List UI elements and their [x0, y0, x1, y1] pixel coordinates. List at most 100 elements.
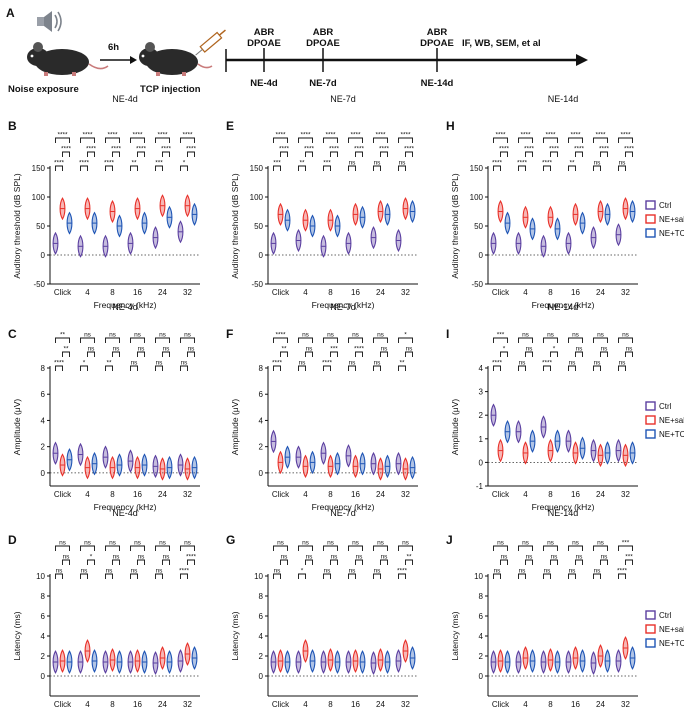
significance-bracket [355, 351, 363, 357]
significance-label: **** [354, 346, 365, 353]
significance-bracket [398, 365, 406, 371]
panel-title: NE-7d [330, 302, 356, 312]
significance-bracket [130, 165, 138, 171]
significance-bracket [180, 545, 195, 551]
y-tick-label: 6 [259, 390, 264, 399]
significance-bracket [105, 137, 120, 143]
significance-label: *** [497, 332, 505, 339]
significance-bracket [348, 365, 356, 371]
x-tick-label: 8 [328, 490, 333, 499]
significance-label: ns [163, 346, 171, 353]
significance-bracket [87, 351, 95, 357]
significance-bracket [398, 137, 413, 143]
y-tick-label: 0 [41, 672, 46, 681]
significance-label: * [183, 160, 186, 167]
significance-bracket [87, 559, 95, 565]
significance-label: ns [522, 540, 530, 547]
significance-label: **** [499, 146, 510, 153]
significance-label: ns [622, 332, 630, 339]
y-axis-label: Latency (ms) [12, 611, 22, 660]
x-axis-label: Frequency (kHz) [312, 300, 375, 310]
x-tick-label: 16 [133, 288, 142, 297]
significance-label: ns [113, 346, 121, 353]
significance-bracket [518, 545, 533, 551]
y-tick-label: 0 [479, 251, 484, 260]
y-axis-label: Auditory threshold (dB SPL) [12, 173, 22, 279]
significance-label: ns [594, 568, 602, 575]
significance-bracket [273, 573, 281, 579]
y-tick-label: 100 [32, 193, 46, 202]
significance-bracket [525, 559, 533, 565]
significance-label: ns [184, 540, 192, 547]
significance-bracket [348, 573, 356, 579]
significance-bracket [380, 151, 388, 157]
significance-bracket [493, 137, 508, 143]
significance-bracket [305, 559, 313, 565]
x-tick-label: 32 [183, 490, 192, 499]
significance-label: ns [106, 568, 114, 575]
panel-title: NE-14d [548, 94, 579, 104]
significance-label: ns [377, 332, 385, 339]
significance-bracket [543, 165, 551, 171]
x-tick-label: 24 [376, 288, 385, 297]
significance-bracket [618, 137, 633, 143]
delay-label: 6h [108, 42, 119, 53]
significance-label: ns [306, 554, 314, 561]
significance-label: **** [186, 146, 197, 153]
significance-label: ** [399, 360, 405, 367]
y-tick-label: 0 [479, 458, 484, 467]
svg-text:ABR: ABR [313, 27, 334, 38]
significance-bracket [398, 337, 413, 343]
significance-bracket [62, 559, 70, 565]
y-tick-label: 3 [479, 388, 484, 397]
x-tick-label: 4 [523, 490, 528, 499]
x-axis-label: Frequency (kHz) [94, 300, 157, 310]
significance-label: **** [570, 132, 581, 139]
significance-bracket [87, 151, 95, 157]
significance-bracket [593, 137, 608, 143]
significance-label: **** [379, 146, 390, 153]
significance-label: ns [59, 540, 67, 547]
y-tick-label: 8 [479, 592, 484, 601]
chart-panel-b: B NE-4d -50 0 50 100 150 Auditory threshold (dB… [8, 94, 200, 310]
x-tick-label: 24 [596, 490, 605, 499]
svg-text:NE-14d: NE-14d [421, 78, 454, 89]
significance-label: ns [324, 568, 332, 575]
significance-bracket [298, 137, 313, 143]
significance-label: **** [617, 568, 628, 575]
significance-bracket [80, 337, 95, 343]
significance-label: ns [626, 346, 634, 353]
significance-label: ns [184, 332, 192, 339]
panel-title: NE-14d [548, 302, 579, 312]
significance-label: **** [397, 568, 408, 575]
significance-bracket [543, 365, 551, 371]
panel-letter-i: I [446, 327, 449, 341]
significance-bracket [568, 545, 583, 551]
significance-bracket [180, 137, 195, 143]
y-tick-label: 10 [254, 572, 263, 581]
significance-label: ns [156, 360, 164, 367]
significance-bracket [600, 151, 608, 157]
panel-title: NE-4d [112, 94, 138, 104]
significance-bracket [112, 559, 120, 565]
y-tick-label: 0 [41, 469, 46, 478]
significance-label: ns [131, 568, 139, 575]
significance-label: ns [501, 554, 509, 561]
y-axis-label: Amplitude (μV) [450, 399, 460, 456]
significance-label: ns [331, 554, 339, 561]
x-tick-label: 8 [328, 700, 333, 708]
y-tick-label: -50 [251, 280, 263, 289]
significance-bracket [348, 545, 363, 551]
significance-bracket [323, 365, 331, 371]
significance-label: **** [400, 132, 411, 139]
significance-label: ns [302, 332, 310, 339]
timepoint-2: ABR DPOAE NE-7d [306, 27, 340, 89]
significance-bracket [593, 365, 601, 371]
significance-label: ns [306, 346, 314, 353]
x-tick-label: 4 [85, 700, 90, 708]
significance-bracket [298, 337, 313, 343]
significance-label: **** [186, 554, 197, 561]
mouse-icon [139, 42, 213, 76]
significance-label: **** [279, 146, 290, 153]
